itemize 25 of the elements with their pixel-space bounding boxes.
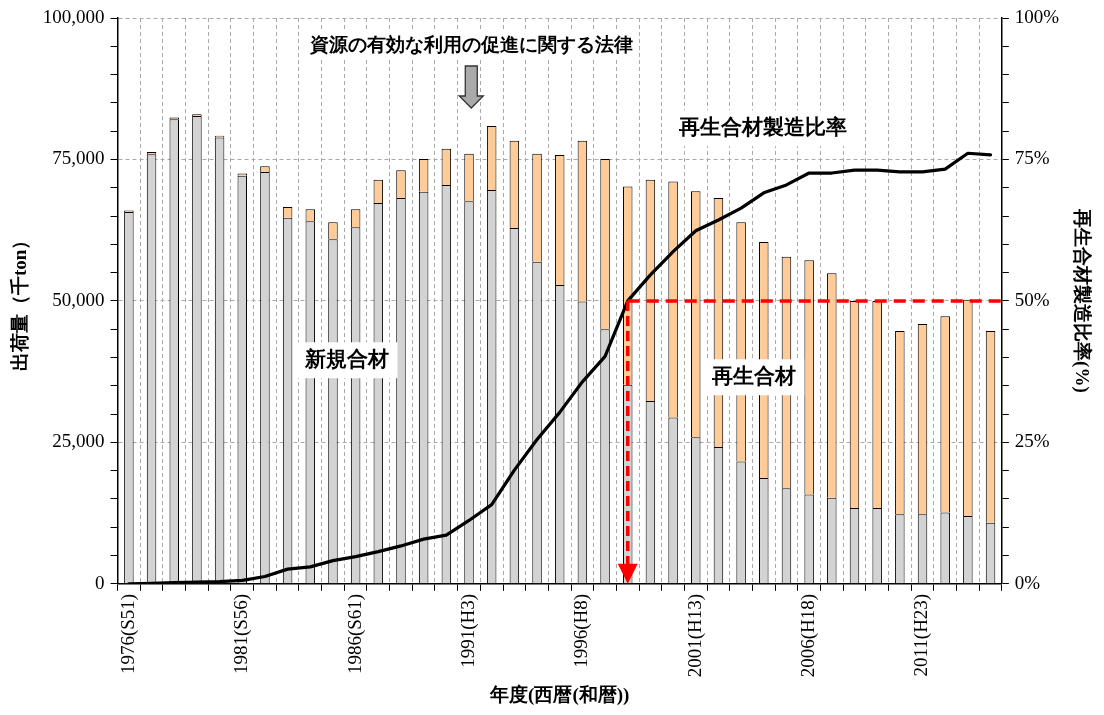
x-tick-label: 2001(H13) — [683, 593, 706, 678]
y2-tick-label: 75% — [1014, 147, 1050, 169]
x-tick-label: 2011(H23) — [910, 593, 933, 677]
y2-tick-label: 50% — [1014, 288, 1050, 310]
x-tick-label: 1981(S56) — [230, 593, 253, 675]
x-tick-label: 1976(S51) — [116, 593, 139, 675]
x-tick-label: 1996(H8) — [570, 593, 593, 668]
y-axis-title: 出荷量（千ton） — [9, 230, 31, 372]
y2-tick-label: 100% — [1014, 5, 1060, 27]
y-tick-label: 50,000 — [52, 288, 105, 310]
y2-tick-label: 0% — [1014, 571, 1041, 593]
series-label: 再生合材 — [711, 363, 797, 388]
series-label: 再生合材製造比率 — [678, 114, 848, 139]
x-tick-label: 1986(S61) — [343, 593, 366, 675]
x-tick-label: 2006(H18) — [797, 593, 820, 678]
series-label: 新規合材 — [304, 346, 390, 371]
y-tick-label: 0 — [95, 571, 105, 593]
y-tick-label: 100,000 — [42, 5, 105, 27]
x-tick-label: 1991(H3) — [457, 593, 479, 668]
annotation: 資源の有効な利用の促進に関する法律 — [308, 33, 633, 55]
y2-tick-label: 25% — [1014, 430, 1050, 452]
y-tick-label: 75,000 — [52, 147, 105, 169]
y-tick-label: 25,000 — [52, 430, 105, 452]
x-axis-title: 年度(西暦(和暦)) — [489, 683, 630, 706]
y2-axis-title: 再生合材製造比率(%) — [1070, 208, 1093, 393]
